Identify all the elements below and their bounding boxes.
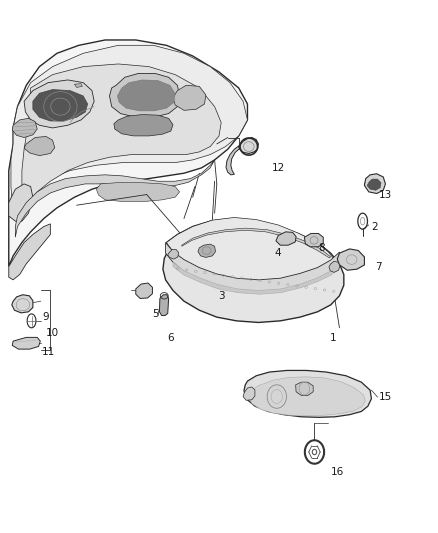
Polygon shape bbox=[166, 243, 339, 292]
Text: 10: 10 bbox=[46, 328, 59, 338]
Polygon shape bbox=[117, 80, 175, 111]
Polygon shape bbox=[226, 145, 240, 175]
Text: 12: 12 bbox=[272, 163, 285, 173]
Polygon shape bbox=[114, 115, 173, 136]
Polygon shape bbox=[250, 377, 365, 416]
Text: 1: 1 bbox=[329, 334, 336, 343]
Polygon shape bbox=[110, 74, 180, 117]
Polygon shape bbox=[276, 232, 296, 245]
Text: 13: 13 bbox=[379, 190, 392, 199]
Text: 6: 6 bbox=[167, 334, 174, 343]
Polygon shape bbox=[163, 219, 344, 322]
Polygon shape bbox=[173, 85, 206, 110]
Text: 16: 16 bbox=[331, 467, 344, 477]
Polygon shape bbox=[168, 249, 179, 259]
Polygon shape bbox=[166, 217, 336, 281]
Text: 2: 2 bbox=[371, 222, 378, 231]
Polygon shape bbox=[9, 224, 50, 280]
Polygon shape bbox=[367, 179, 381, 190]
Polygon shape bbox=[33, 90, 88, 121]
Polygon shape bbox=[337, 249, 364, 270]
Polygon shape bbox=[329, 261, 340, 272]
Polygon shape bbox=[239, 138, 258, 154]
Polygon shape bbox=[24, 80, 94, 128]
Text: 3: 3 bbox=[218, 291, 225, 301]
Polygon shape bbox=[15, 160, 215, 237]
Polygon shape bbox=[243, 387, 255, 400]
Polygon shape bbox=[11, 45, 247, 213]
Polygon shape bbox=[96, 182, 180, 201]
Polygon shape bbox=[198, 244, 215, 257]
Text: 8: 8 bbox=[318, 243, 325, 253]
Polygon shape bbox=[173, 262, 340, 294]
Polygon shape bbox=[9, 184, 33, 221]
Polygon shape bbox=[159, 295, 169, 316]
Polygon shape bbox=[22, 64, 221, 213]
Polygon shape bbox=[12, 337, 40, 349]
Text: 7: 7 bbox=[375, 262, 382, 271]
Polygon shape bbox=[244, 370, 371, 417]
Polygon shape bbox=[12, 118, 37, 138]
Polygon shape bbox=[12, 295, 33, 313]
Text: 5: 5 bbox=[152, 310, 159, 319]
Polygon shape bbox=[74, 84, 82, 87]
Text: 9: 9 bbox=[42, 312, 49, 322]
Polygon shape bbox=[364, 174, 385, 193]
Text: 15: 15 bbox=[379, 392, 392, 402]
Polygon shape bbox=[9, 40, 247, 266]
Text: 4: 4 bbox=[275, 248, 282, 258]
Polygon shape bbox=[182, 228, 331, 258]
Polygon shape bbox=[304, 233, 323, 247]
Text: 11: 11 bbox=[42, 347, 55, 357]
Polygon shape bbox=[296, 382, 313, 395]
Polygon shape bbox=[24, 136, 55, 156]
Polygon shape bbox=[136, 283, 152, 298]
